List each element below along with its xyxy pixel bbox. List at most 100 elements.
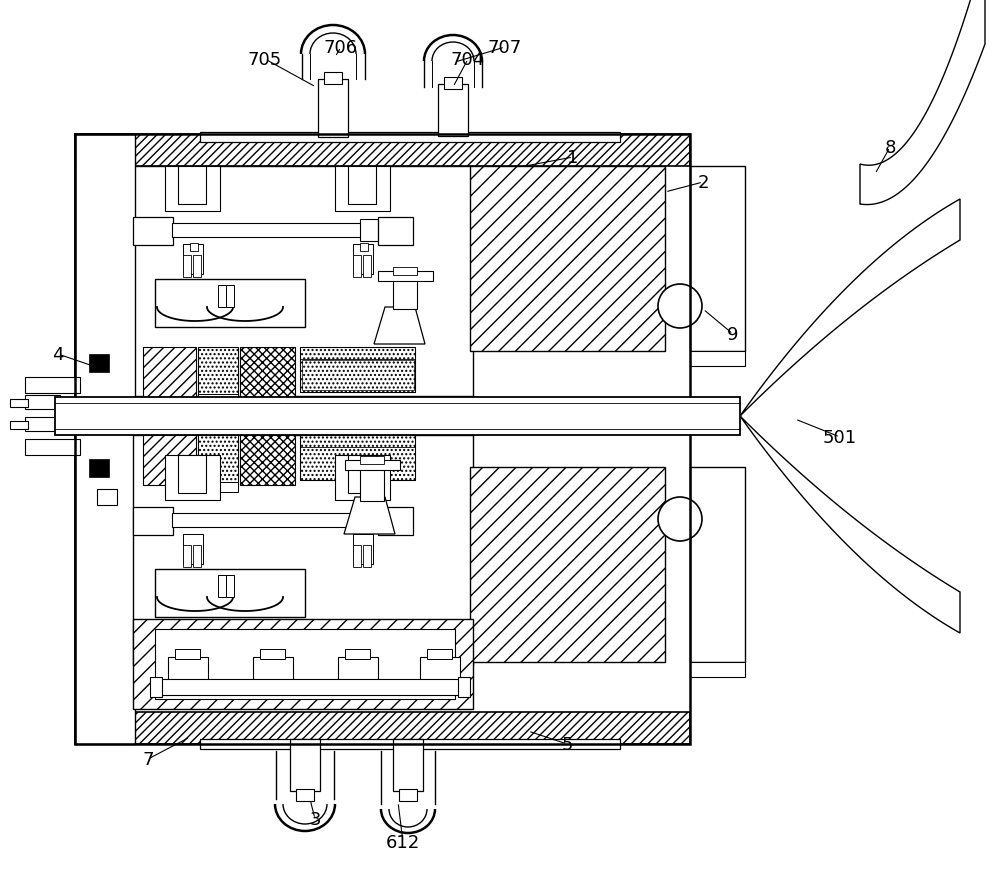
Bar xyxy=(75,135,135,744)
Bar xyxy=(183,534,203,564)
Bar xyxy=(75,135,133,744)
Text: 612: 612 xyxy=(386,833,420,851)
Bar xyxy=(338,657,378,693)
Bar xyxy=(175,649,200,660)
Bar xyxy=(198,395,238,405)
Bar xyxy=(378,272,433,282)
Bar xyxy=(360,220,378,242)
Text: 501: 501 xyxy=(823,428,857,447)
Bar xyxy=(240,435,295,486)
Text: 705: 705 xyxy=(248,51,282,69)
Bar xyxy=(690,352,745,367)
Bar xyxy=(470,468,665,662)
Bar xyxy=(393,740,423,791)
Bar xyxy=(360,467,384,501)
Bar xyxy=(318,80,348,138)
Bar xyxy=(133,435,473,666)
Text: 707: 707 xyxy=(488,39,522,57)
Text: 704: 704 xyxy=(451,51,485,69)
Text: 9: 9 xyxy=(727,326,739,343)
Bar xyxy=(296,789,314,801)
Bar xyxy=(226,575,234,597)
Bar xyxy=(378,507,413,535)
Bar xyxy=(25,395,60,409)
Bar xyxy=(360,509,378,531)
Bar xyxy=(178,455,206,494)
Bar xyxy=(133,218,173,246)
Bar xyxy=(155,629,455,700)
Text: 4: 4 xyxy=(52,346,64,363)
Text: 2: 2 xyxy=(697,174,709,192)
Circle shape xyxy=(658,285,702,328)
Bar xyxy=(226,286,234,308)
Bar xyxy=(165,167,220,212)
Bar xyxy=(345,461,400,470)
Bar xyxy=(143,348,196,397)
Bar xyxy=(302,361,414,390)
Bar xyxy=(10,421,28,429)
Bar xyxy=(690,468,745,662)
Bar xyxy=(172,223,387,238)
Bar xyxy=(438,85,468,136)
Bar xyxy=(393,278,417,309)
Bar xyxy=(97,489,117,506)
Bar xyxy=(155,680,463,695)
Text: 706: 706 xyxy=(324,39,358,57)
Bar xyxy=(399,789,417,801)
Text: 8: 8 xyxy=(884,139,896,156)
Bar xyxy=(193,255,201,278)
Bar xyxy=(353,546,361,567)
Bar xyxy=(360,456,384,464)
Bar xyxy=(183,546,191,567)
Bar xyxy=(300,348,415,393)
Bar xyxy=(198,482,238,493)
Bar xyxy=(183,255,191,278)
Bar xyxy=(198,348,238,397)
Bar xyxy=(155,569,305,617)
Bar xyxy=(335,167,390,212)
Bar xyxy=(348,167,376,205)
Bar xyxy=(300,360,415,393)
Bar xyxy=(218,575,226,597)
Bar xyxy=(183,245,203,275)
Bar xyxy=(200,133,620,143)
Bar xyxy=(324,73,342,85)
Bar xyxy=(348,455,376,494)
Bar xyxy=(10,400,28,408)
Text: 7: 7 xyxy=(142,750,154,768)
Bar xyxy=(260,649,285,660)
Bar xyxy=(155,280,305,328)
Polygon shape xyxy=(374,308,425,345)
Bar xyxy=(168,657,208,693)
Bar xyxy=(353,255,361,278)
Bar xyxy=(133,620,473,709)
Text: 5: 5 xyxy=(561,735,573,753)
Bar xyxy=(363,546,371,567)
Bar xyxy=(300,435,415,481)
Bar xyxy=(133,507,173,535)
Bar xyxy=(427,649,452,660)
Bar xyxy=(25,417,60,432)
Bar xyxy=(75,713,690,744)
Bar xyxy=(690,167,745,352)
Bar xyxy=(172,514,387,527)
Text: 1: 1 xyxy=(567,149,579,167)
Polygon shape xyxy=(740,200,960,416)
Bar xyxy=(133,167,473,396)
Bar xyxy=(353,534,373,564)
Bar xyxy=(420,657,460,693)
Bar xyxy=(165,455,220,501)
Bar xyxy=(75,135,690,167)
Bar xyxy=(290,740,320,791)
Bar xyxy=(444,78,462,90)
Bar xyxy=(470,167,665,352)
Bar xyxy=(353,245,373,275)
Bar xyxy=(360,243,368,252)
Polygon shape xyxy=(344,497,395,534)
Bar xyxy=(25,377,80,394)
Text: 3: 3 xyxy=(309,810,321,828)
Circle shape xyxy=(658,497,702,541)
Bar xyxy=(458,677,470,697)
Bar xyxy=(75,135,690,744)
Bar xyxy=(178,167,206,205)
